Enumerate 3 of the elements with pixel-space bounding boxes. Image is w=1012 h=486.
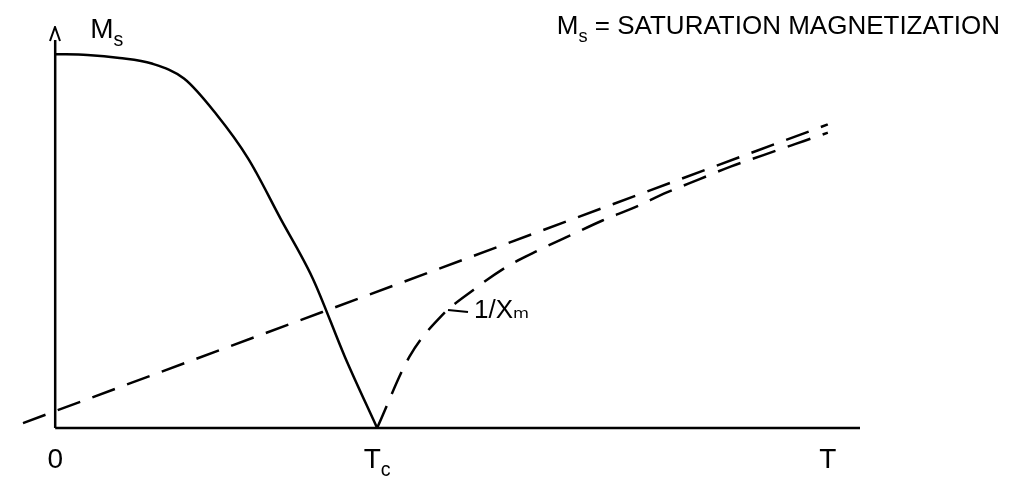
x-tick-label: T (819, 442, 837, 474)
annotation: 1/Xₘ (474, 294, 530, 324)
x-tick-label: 0 (47, 442, 63, 474)
